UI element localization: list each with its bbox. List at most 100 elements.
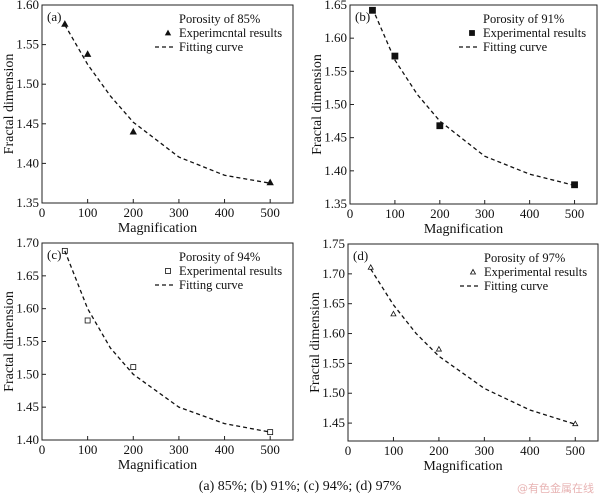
x-tick-label: 0: [345, 443, 352, 458]
x-tick-label: 500: [260, 442, 280, 457]
data-point: [572, 420, 579, 427]
data-point: [390, 310, 397, 317]
x-tick-label: 400: [520, 206, 540, 221]
y-tick-label: 1.60: [322, 326, 345, 341]
y-tick-label: 1.45: [16, 116, 39, 131]
legend-fitting: Fitting curve: [179, 40, 244, 54]
x-tick-label: 500: [260, 205, 280, 220]
fitting-curve: [64, 250, 271, 433]
x-tick-label: 200: [124, 205, 144, 220]
figure-caption: (a) 85%; (b) 91%; (c) 94%; (d) 97%: [198, 479, 402, 494]
data-point: [61, 247, 68, 254]
data-point: [267, 429, 274, 436]
data-point: [129, 127, 137, 135]
plot-frame: [347, 243, 599, 442]
x-axis-label: Magnification: [424, 222, 503, 237]
x-tick-label: 200: [430, 206, 450, 221]
y-tick-label: 1.40: [324, 163, 347, 178]
data-point: [61, 20, 69, 27]
y-tick-label: 1.50: [324, 97, 347, 112]
y-tick-label: 1.60: [16, 301, 39, 316]
y-tick-label: 1.45: [322, 415, 345, 430]
y-tick-label: 1.65: [324, 0, 347, 12]
y-tick-label: 1.45: [16, 399, 39, 414]
x-tick-label: 400: [520, 443, 540, 458]
y-axis-label: Fractal dimension: [2, 54, 17, 155]
y-tick-label: 1.40: [16, 432, 39, 447]
legend-experimental: Experimcntal results: [179, 26, 282, 40]
y-tick-label: 1.50: [16, 366, 39, 381]
y-tick-label: 1.55: [322, 355, 345, 370]
fitting-curve: [370, 268, 576, 425]
y-tick-label: 1.50: [322, 385, 345, 400]
x-tick-label: 500: [566, 443, 586, 458]
x-tick-label: 200: [124, 442, 144, 457]
y-tick-label: 1.75: [322, 236, 345, 251]
y-tick-label: 1.50: [16, 76, 39, 91]
x-tick-label: 200: [429, 443, 449, 458]
legend-title: Porosity of 94%: [179, 250, 260, 264]
panel-label: (c): [47, 247, 61, 262]
legend-marker-icon: [469, 268, 477, 275]
x-tick-label: 100: [385, 206, 405, 221]
x-tick-label: 400: [215, 205, 235, 220]
legend-title: Porosity of 97%: [484, 251, 565, 265]
fitting-curve: [371, 8, 575, 187]
legend-title: Porosity of 85%: [179, 12, 260, 26]
y-tick-label: 1.60: [16, 0, 39, 12]
y-tick-label: 1.45: [324, 130, 347, 145]
panel-label: (a): [47, 9, 61, 24]
panel-b: 0 100 200 300 400 500 1.35 1.40 1.45 1.50 1.55 1.60…: [310, 0, 598, 237]
x-tick-label: 400: [215, 442, 235, 457]
x-tick-label: 300: [169, 442, 189, 457]
legend-fitting: Fitting curve: [483, 40, 548, 54]
x-tick-label: 0: [39, 205, 46, 220]
panel-c: 0 100 200 300 400 500 1.40 1.45 1.50 1.55 1.60 1.65…: [2, 235, 294, 473]
panel-label: (d): [353, 248, 368, 263]
x-tick-label: 300: [169, 205, 189, 220]
data-point: [266, 178, 274, 186]
data-point: [130, 364, 137, 371]
legend-experimental: Experimental results: [484, 265, 587, 279]
x-tick-label: 0: [347, 206, 354, 221]
y-tick-label: 1.40: [16, 155, 39, 170]
panel-d: 0 100 200 300 400 500 1.45 1.50 1.55 1.60 1.65 1.70…: [308, 236, 599, 474]
data-point: [436, 122, 444, 130]
y-tick-label: 1.35: [324, 196, 347, 211]
y-tick-label: 1.65: [322, 296, 345, 311]
x-tick-label: 300: [475, 206, 495, 221]
legend-marker-icon: [164, 29, 172, 36]
x-tick-label: 300: [475, 443, 495, 458]
y-tick-label: 1.70: [322, 266, 345, 281]
x-tick-label: 100: [384, 443, 404, 458]
data-point: [571, 181, 578, 189]
x-tick-label: 0: [39, 442, 46, 457]
y-tick-label: 1.55: [324, 63, 347, 78]
panel-label: (b): [355, 9, 370, 24]
x-tick-label: 100: [78, 442, 98, 457]
data-point: [435, 345, 443, 352]
y-tick-label: 1.65: [16, 268, 39, 283]
plot-frame: [41, 4, 294, 204]
legend-title: Porosity of 91%: [483, 12, 564, 26]
data-point: [367, 263, 374, 270]
y-tick-label: 1.35: [16, 195, 39, 210]
x-tick-label: 500: [565, 206, 585, 221]
fitting-curve: [64, 24, 271, 184]
x-axis-label: Magnification: [423, 459, 502, 474]
watermark: @有色金属在线: [517, 482, 594, 495]
y-tick-label: 1.55: [16, 334, 39, 349]
x-axis-label: Magnification: [118, 221, 197, 236]
legend-marker-icon: [469, 30, 475, 36]
y-axis-label: Fractal dimension: [308, 292, 323, 393]
x-tick-label: 100: [78, 205, 98, 220]
data-point: [84, 317, 91, 324]
data-point: [83, 50, 92, 57]
legend-experimental: Experimental results: [179, 264, 282, 278]
x-axis-label: Magnification: [118, 458, 197, 473]
y-axis-label: Fractal dimension: [2, 291, 17, 392]
y-tick-label: 1.70: [16, 235, 39, 250]
y-tick-label: 1.60: [324, 30, 347, 45]
legend-experimental: Experimental results: [483, 26, 586, 40]
